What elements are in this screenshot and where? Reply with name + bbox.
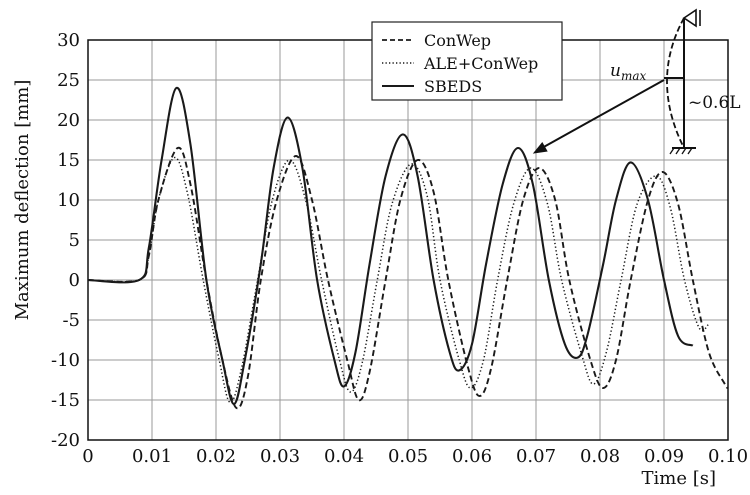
- x-tick-label: 0.08: [580, 446, 620, 467]
- pin-support-icon: [682, 8, 697, 28]
- x-tick-label: 0.01: [132, 446, 172, 467]
- arrowhead-icon: [532, 142, 548, 154]
- legend-label-sbeds: SBEDS: [424, 77, 482, 96]
- y-tick-label: 5: [69, 230, 80, 251]
- legend-label-conwep: ConWep: [424, 31, 491, 50]
- y-tick-label: -15: [51, 390, 80, 411]
- umax-label: umax: [610, 61, 646, 83]
- y-tick-label: 30: [57, 30, 80, 51]
- x-axis-label: Time [s]: [642, 468, 717, 489]
- tick-labels: 0 0.01 0.02 0.03 0.04 0.05 0.06 0.07 0.08 0.09 0.1…: [51, 30, 748, 467]
- y-tick-label: 20: [57, 110, 80, 131]
- x-tick-label: 0.04: [324, 446, 364, 467]
- umax-arrow: [540, 79, 665, 150]
- legend-label-ale-conwep: ALE+ConWep: [423, 54, 538, 73]
- x-tick-label: 0.07: [516, 446, 556, 467]
- y-tick-label: 15: [57, 150, 80, 171]
- y-tick-label: 10: [57, 190, 80, 211]
- y-tick-label: 25: [57, 70, 80, 91]
- x-tick-label: 0.09: [644, 446, 684, 467]
- beam-schematic: umax ~0.6L: [532, 8, 741, 155]
- x-tick-label: 0.03: [260, 446, 300, 467]
- y-axis-label: Maximum deflection [mm]: [12, 80, 33, 321]
- x-tick-label: 0.10: [708, 446, 748, 467]
- series-line-ale-conwep: [87, 156, 710, 404]
- x-tick-label: 0: [82, 446, 93, 467]
- fixed-support-hatch-1: [669, 147, 675, 155]
- y-tick-label: -10: [51, 350, 80, 371]
- x-tick-label: 0.05: [388, 446, 428, 467]
- y-tick-label: -20: [51, 430, 80, 451]
- series-layer: [87, 86, 729, 410]
- x-tick-label: 0.06: [452, 446, 492, 467]
- fixed-support-hatch-4: [687, 147, 693, 155]
- legend: ConWep ALE+ConWep SBEDS: [371, 21, 563, 101]
- y-tick-label: -5: [62, 310, 80, 331]
- length-label: ~0.6L: [688, 93, 741, 113]
- y-tick-label: 0: [69, 270, 80, 291]
- fixed-support-hatch-2: [675, 147, 681, 155]
- fixed-support-hatch-3: [681, 147, 687, 155]
- x-tick-label: 0.02: [196, 446, 236, 467]
- deflected-shape-curve: [666, 17, 685, 149]
- series-line-sbeds: [87, 86, 694, 406]
